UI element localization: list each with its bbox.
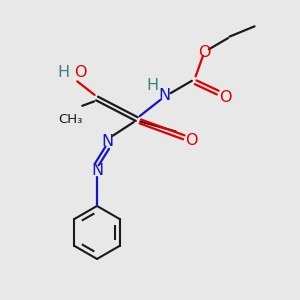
Text: N: N [91, 163, 103, 178]
Text: CH₃: CH₃ [58, 112, 83, 126]
Text: O: O [185, 133, 197, 148]
Text: N: N [101, 134, 113, 149]
Text: N: N [159, 88, 171, 103]
Text: O: O [198, 45, 211, 60]
Text: H: H [57, 65, 69, 80]
Text: H: H [146, 78, 158, 93]
Text: O: O [75, 65, 87, 80]
Text: O: O [219, 90, 232, 105]
